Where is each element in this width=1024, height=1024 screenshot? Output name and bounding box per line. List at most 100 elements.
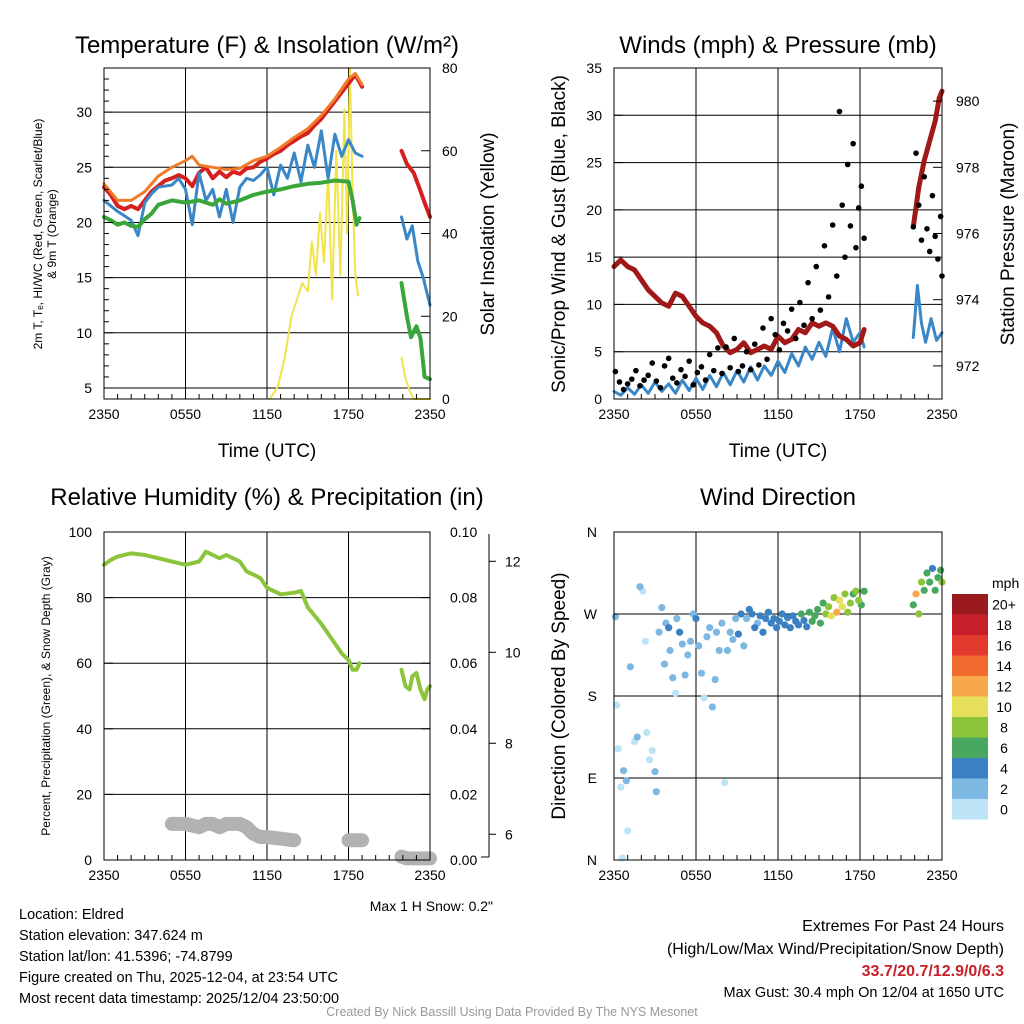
direction-x-tick-label: 1150 — [763, 867, 793, 883]
legend-swatch — [952, 717, 988, 738]
legend-label: 20+ — [992, 596, 1016, 612]
direction-point — [686, 637, 695, 645]
direction-point — [803, 623, 811, 631]
direction-point — [830, 594, 838, 602]
gust-point — [913, 150, 919, 156]
direction-point — [917, 578, 926, 586]
direction-point — [797, 610, 805, 618]
gust-point — [929, 192, 936, 199]
temperature-y-tick-label: 10 — [76, 325, 92, 341]
direction-point — [614, 745, 622, 753]
direction-point — [618, 854, 626, 862]
direction-point — [651, 768, 659, 776]
temperature-x-tick-label: 2350 — [414, 406, 445, 422]
gust-point — [829, 222, 836, 228]
gust-point — [776, 347, 783, 353]
direction-point — [800, 616, 808, 624]
direction-point — [860, 587, 868, 595]
direction-point — [931, 586, 939, 594]
gust-point — [921, 173, 928, 180]
direction-point — [781, 621, 789, 629]
legend-label: 8 — [1000, 719, 1008, 735]
gust-point — [780, 320, 787, 327]
direction-point — [808, 617, 816, 625]
direction-point — [669, 674, 677, 682]
direction-point — [805, 608, 814, 616]
direction-point — [789, 612, 797, 620]
legend-swatch — [952, 778, 988, 799]
gust-point — [698, 364, 705, 370]
legend-label: 0 — [1000, 801, 1008, 817]
temperature-y2-tick-label: 80 — [442, 60, 458, 76]
gust-point — [657, 384, 664, 391]
direction-point — [759, 628, 767, 636]
humidity-y-tick-label: 0 — [84, 852, 92, 868]
direction-title: Wind Direction — [700, 484, 856, 511]
legend-label: 6 — [1000, 740, 1008, 756]
snow-axis-tick-label: 10 — [505, 644, 521, 660]
legend-swatch — [952, 614, 988, 635]
speed-legend: 20+ 18 16 14 12 10 8 6 4 2 0 — [952, 594, 1016, 820]
extremes-subtitle: (High/Low/Max Wind/Precipitation/Snow De… — [666, 941, 1004, 958]
direction-point — [846, 599, 855, 607]
gust-point — [801, 322, 807, 329]
direction-point — [912, 590, 920, 598]
max-snow-note: Max 1 H Snow: 0.2" — [370, 898, 493, 914]
extremes-values: 33.7/20.7/12.9/0/6.3 — [861, 963, 1004, 980]
winds-x-tick-label: 0550 — [680, 406, 711, 422]
snow-depth-line — [394, 849, 437, 866]
gust-point — [833, 273, 840, 279]
direction-point — [844, 608, 852, 616]
temperature-y-tick-label: 30 — [76, 104, 92, 120]
legend-swatch — [952, 799, 988, 820]
gust-point — [926, 248, 933, 255]
precip-y2-tick-label: 0.00 — [450, 852, 477, 868]
gust-point — [809, 315, 815, 322]
direction-point — [697, 669, 706, 677]
direction-point — [742, 614, 751, 623]
direction-point — [692, 614, 700, 623]
direction-point — [619, 767, 628, 775]
direction-point — [819, 599, 827, 607]
gust-point — [735, 368, 742, 375]
direction-point — [655, 628, 663, 636]
snow-axis-tick-label: 8 — [505, 735, 513, 751]
rh-line — [102, 549, 362, 672]
direction-point — [783, 614, 792, 622]
credit-line: Created By Nick Bassill Using Data Provi… — [326, 1005, 698, 1019]
winds-y-tick-label: 0 — [594, 391, 602, 407]
humidity-x-tick-label: 2350 — [88, 867, 119, 883]
direction-y-tick-label: N — [587, 852, 597, 868]
direction-point — [648, 747, 656, 755]
gust-point — [727, 364, 733, 371]
gust-point — [813, 263, 820, 270]
winds-x-tick-label: 1150 — [763, 406, 793, 422]
gust-point — [628, 376, 635, 382]
direction-point — [786, 624, 794, 632]
gust-point — [674, 380, 680, 386]
gust-point — [694, 369, 701, 376]
direction-point — [695, 642, 703, 650]
gust-point — [844, 161, 851, 168]
direction-point — [915, 610, 923, 618]
snow-axis-tick-label: 12 — [505, 553, 521, 569]
pressure-line — [910, 88, 945, 230]
humidity-y-tick-label: 60 — [76, 655, 92, 671]
precip-y2-tick-label: 0.04 — [450, 721, 477, 737]
direction-point — [708, 703, 717, 711]
humidity-ylabel: Percent, Precipitation (Green), & Snow D… — [39, 556, 53, 835]
legend-label: 2 — [1000, 781, 1008, 797]
gust-point — [649, 360, 656, 366]
precip-y2-tick-label: 0.10 — [450, 524, 477, 540]
direction-point — [909, 601, 917, 609]
gust-point — [723, 344, 729, 350]
speed-legend-title: mph — [992, 575, 1019, 591]
direction-point — [684, 651, 692, 659]
direction-x-tick-label: 2350 — [598, 867, 629, 883]
gust-point — [910, 224, 917, 230]
temperature-y-tick-label: 20 — [76, 214, 92, 230]
legend-swatch — [952, 676, 988, 697]
legend-label: 14 — [996, 658, 1012, 674]
gust-point — [788, 306, 795, 312]
gust-point — [645, 372, 651, 379]
